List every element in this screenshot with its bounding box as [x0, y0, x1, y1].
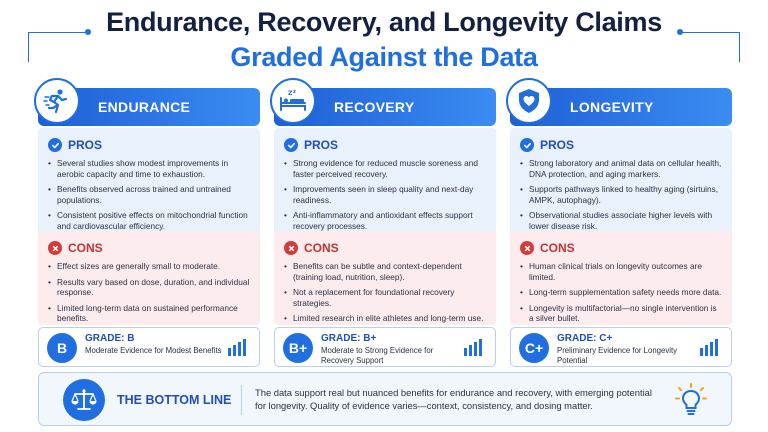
list-item: Human clinical trials on longevity outco…	[520, 261, 722, 282]
pros-label: PROS	[68, 138, 103, 152]
grade-badge: B+	[283, 333, 313, 363]
page-subtitle: Graded Against the Data	[230, 42, 538, 72]
grade-card: B+ GRADE: B+ Moderate to Strong Evidence…	[274, 327, 496, 367]
bottom-line-panel: THE BOTTOM LINE The data support real bu…	[38, 372, 732, 426]
list-item: Not a replacement for foundational recov…	[284, 287, 486, 308]
cons-label: CONS	[540, 241, 575, 255]
title-decoration-right	[677, 29, 740, 62]
list-item: Longevity is multifactorial—no single in…	[520, 303, 722, 324]
grade-description: Preliminary Evidence for Longevity Poten…	[557, 346, 678, 365]
list-item: Several studies show modest improvements…	[48, 158, 250, 179]
list-item: Benefits observed across trained and unt…	[48, 184, 250, 205]
pros-label: PROS	[304, 138, 339, 152]
grade-card: C+ GRADE: C+ Preliminary Evidence for Lo…	[510, 327, 732, 367]
list-item: Supports pathways linked to healthy agin…	[520, 184, 722, 205]
runner-icon	[34, 78, 80, 124]
grade-title: GRADE: B+	[321, 333, 377, 344]
cons-label: CONS	[68, 241, 103, 255]
cons-panel: CONS Effect sizes are generally small to…	[38, 231, 260, 325]
x-circle-icon	[520, 241, 534, 255]
column-title: LONGEVITY	[570, 99, 654, 115]
grade-card: B GRADE: B Moderate Evidence for Modest …	[38, 327, 260, 367]
grade-description: Moderate to Strong Evidence for Recovery…	[321, 346, 434, 365]
grade-description: Moderate Evidence for Modest Benefits	[85, 346, 222, 355]
x-circle-icon	[48, 241, 62, 255]
list-item: Limited long-term data on sustained perf…	[48, 303, 250, 324]
svg-text:Z: Z	[288, 90, 293, 97]
cons-panel: CONS Human clinical trials on longevity …	[510, 231, 732, 325]
cons-list: Effect sizes are generally small to mode…	[48, 261, 250, 324]
cons-list: Human clinical trials on longevity outco…	[520, 261, 722, 324]
grade-title: GRADE: B	[85, 333, 135, 344]
scales-icon	[63, 379, 105, 421]
bar-chart-icon	[700, 339, 718, 356]
check-icon	[520, 138, 534, 152]
bar-chart-icon	[464, 339, 482, 356]
column-title: ENDURANCE	[98, 99, 191, 115]
title-block: Endurance, Recovery, and Longevity Claim…	[0, 6, 768, 73]
endurance-column: ENDURANCE PROS Several studies show mode…	[34, 78, 260, 367]
grade-badge: B	[47, 333, 77, 363]
bottom-line-title: THE BOTTOM LINE	[117, 393, 232, 407]
list-item: Strong evidence for reduced muscle soren…	[284, 158, 486, 179]
list-item: Consistent positive effects on mitochond…	[48, 210, 250, 231]
title-decoration-left	[28, 29, 91, 62]
x-circle-icon	[284, 241, 298, 255]
bar-chart-icon	[228, 339, 246, 356]
cons-label: CONS	[304, 241, 339, 255]
recovery-column: RECOVERY Z z PROS Strong evidence for re…	[270, 78, 496, 367]
bottom-line-text: The data support real but nuanced benefi…	[255, 387, 652, 411]
column-title: RECOVERY	[334, 99, 415, 115]
list-item: Effect sizes are generally small to mode…	[48, 261, 250, 272]
sleep-bed-icon: Z z	[270, 78, 316, 124]
check-icon	[284, 138, 298, 152]
longevity-column: LONGEVITY PROS Strong laboratory and ani…	[506, 78, 732, 367]
pros-list: Strong laboratory and animal data on cel…	[520, 158, 722, 231]
list-item: Results vary based on dose, duration, an…	[48, 277, 250, 298]
pros-list: Strong evidence for reduced muscle soren…	[284, 158, 486, 231]
page-title: Endurance, Recovery, and Longevity Claim…	[106, 7, 662, 37]
pros-label: PROS	[540, 138, 575, 152]
cons-list: Benefits can be subtle and context-depen…	[284, 261, 486, 324]
list-item: Observational studies associate higher l…	[520, 210, 722, 231]
check-icon	[48, 138, 62, 152]
list-item: Anti-inflammatory and antioxidant effect…	[284, 210, 486, 231]
list-item: Strong laboratory and animal data on cel…	[520, 158, 722, 179]
list-item: Benefits can be subtle and context-depen…	[284, 261, 486, 282]
list-item: Limited research in elite athletes and l…	[284, 313, 486, 324]
grade-badge: C+	[519, 333, 549, 363]
grade-title: GRADE: C+	[557, 333, 613, 344]
list-item: Improvements seen in sleep quality and n…	[284, 184, 486, 205]
svg-text:z: z	[293, 89, 296, 95]
heart-shield-icon	[506, 78, 552, 124]
lightbulb-icon	[675, 383, 707, 415]
pros-list: Several studies show modest improvements…	[48, 158, 250, 231]
list-item: Long-term supplementation safety needs m…	[520, 287, 722, 298]
divider	[241, 385, 242, 415]
cons-panel: CONS Benefits can be subtle and context-…	[274, 231, 496, 325]
